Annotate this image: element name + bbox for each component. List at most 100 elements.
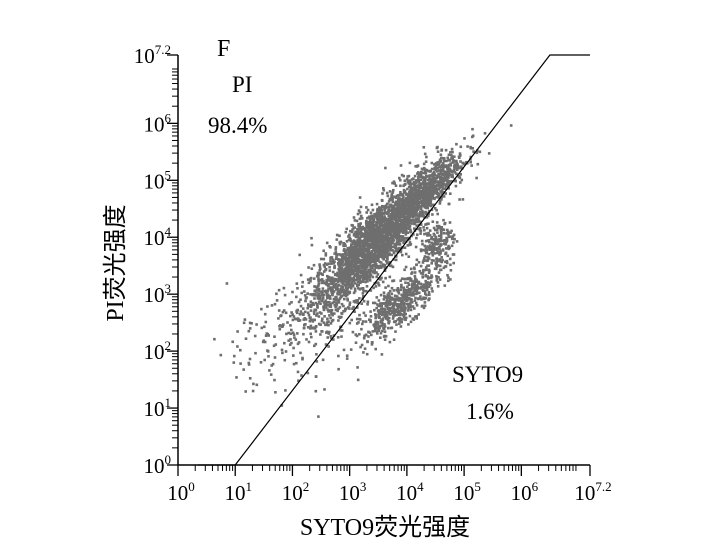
data-point [413,222,417,225]
data-point [463,137,466,140]
data-point [334,248,337,251]
x-axis-label: SYTO9荧光强度 [300,514,470,541]
data-point [412,204,415,208]
data-point [451,253,455,256]
data-point [389,299,392,302]
data-point [284,389,287,392]
data-point [414,292,417,296]
data-point [424,171,428,175]
data-point [416,172,419,175]
data-point [406,175,409,178]
data-point [402,228,405,231]
data-point [335,298,339,302]
data-point [471,135,474,139]
data-point [357,252,360,255]
data-point [436,226,440,230]
data-point [373,223,377,227]
data-point [369,239,372,243]
data-point [247,363,251,366]
data-point [399,222,402,226]
data-point [374,314,378,317]
data-point [282,323,285,326]
data-point [431,183,434,187]
data-point [421,248,425,252]
data-point [432,197,436,200]
data-point [437,187,441,191]
data-point [456,164,460,168]
data-point [367,330,370,334]
data-point [442,183,445,187]
data-point [419,249,423,253]
data-point [391,304,395,307]
data-point [388,275,392,279]
data-point [370,203,374,207]
data-point [394,330,397,333]
data-point [403,239,406,242]
data-point [429,190,432,193]
data-point [425,283,428,286]
data-point [323,315,326,318]
data-point [396,212,399,216]
data-point [421,195,425,199]
data-point [263,340,267,344]
data-point [270,304,274,307]
data-point [342,273,345,277]
data-point [433,173,437,177]
data-point [366,222,370,225]
data-point [367,335,370,338]
data-point [411,292,415,296]
data-point [394,258,398,262]
data-point [365,232,368,236]
data-point [457,166,460,170]
data-point [379,331,383,335]
data-point [459,181,462,184]
data-point [409,299,413,303]
data-point [412,233,415,236]
data-point [422,204,425,208]
data-point [453,155,456,158]
data-point [360,248,364,251]
data-point [422,214,426,218]
data-point [361,320,365,323]
data-point [443,176,446,179]
data-point [332,290,336,293]
data-point [345,268,349,272]
data-point [387,296,390,300]
data-point [405,203,409,206]
data-point [386,293,389,297]
data-point [375,246,378,250]
data-point [435,257,438,260]
data-point [329,305,333,309]
data-point [431,185,434,188]
data-point [349,239,353,243]
data-point [429,185,432,189]
data-point [338,306,342,309]
data-point [424,203,427,207]
data-point [397,202,400,206]
data-point [442,190,445,194]
data-point [466,145,469,148]
data-point [383,263,387,267]
data-point [404,206,408,210]
data-point [373,244,377,248]
panel-label: F [217,36,230,62]
data-point [351,255,355,258]
data-point [327,310,330,313]
data-point [424,266,428,269]
data-point [438,186,441,189]
data-point [376,332,379,335]
data-point [378,223,382,226]
data-point [437,224,441,228]
data-point [410,222,413,225]
data-point [424,160,428,163]
data-point [378,225,382,228]
data-point [374,326,378,330]
data-point [440,173,444,176]
data-point [461,198,465,201]
data-point [419,223,423,226]
data-point [400,318,404,321]
data-point [366,277,369,280]
data-point [344,271,348,275]
data-point [329,280,333,284]
data-point [435,188,439,191]
